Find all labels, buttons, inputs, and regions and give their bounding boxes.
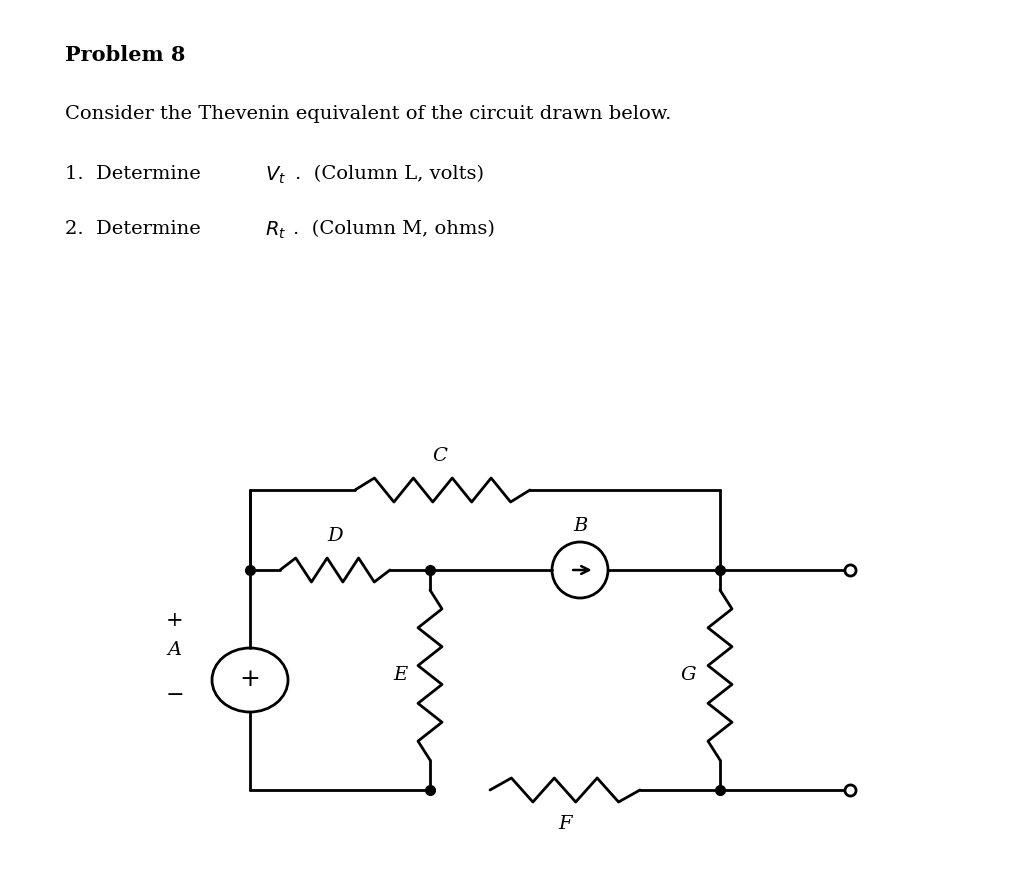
- Text: 2.  Determine: 2. Determine: [65, 220, 207, 238]
- Text: .  (Column L, volts): . (Column L, volts): [295, 165, 484, 183]
- Text: +: +: [240, 669, 260, 691]
- Text: .  (Column M, ohms): . (Column M, ohms): [293, 220, 495, 238]
- Text: C: C: [432, 447, 447, 465]
- Text: $V_t$: $V_t$: [265, 165, 286, 187]
- Text: 1.  Determine: 1. Determine: [65, 165, 207, 183]
- Text: E: E: [393, 666, 408, 684]
- Text: $R_t$: $R_t$: [265, 220, 287, 241]
- Text: −: −: [166, 684, 184, 706]
- Text: G: G: [680, 666, 696, 684]
- Text: A: A: [168, 641, 182, 659]
- Text: Problem 8: Problem 8: [65, 45, 185, 65]
- Text: F: F: [558, 815, 571, 833]
- Text: D: D: [328, 527, 343, 545]
- Text: B: B: [572, 517, 587, 535]
- Text: Consider the Thevenin equivalent of the circuit drawn below.: Consider the Thevenin equivalent of the …: [65, 105, 672, 123]
- Text: +: +: [166, 611, 184, 630]
